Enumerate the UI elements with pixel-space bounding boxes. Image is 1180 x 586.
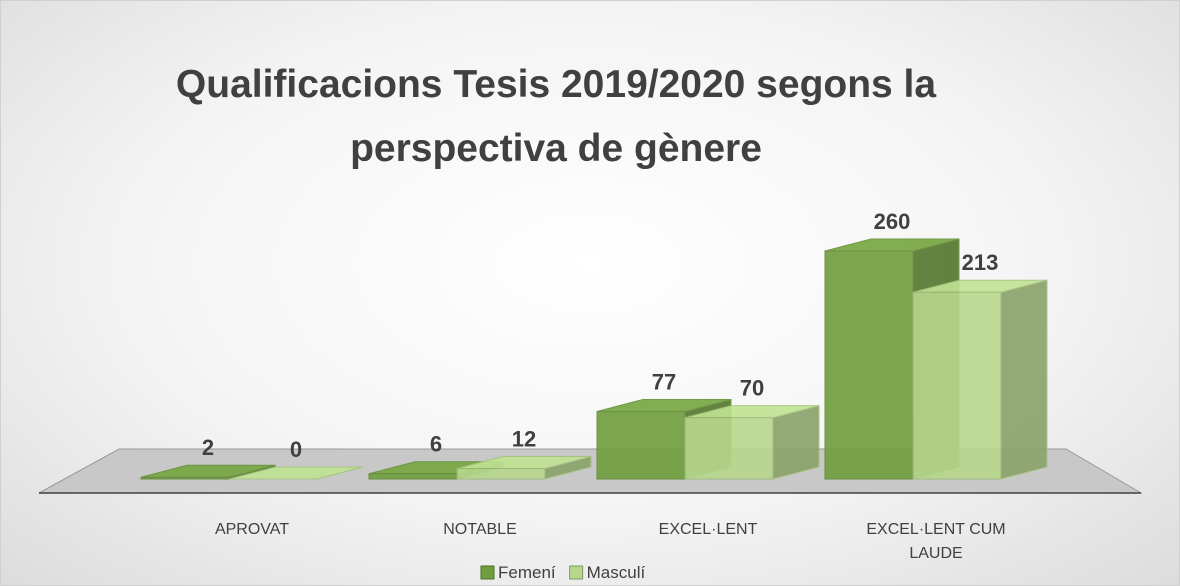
data-label: 260 [874, 209, 911, 234]
x-tick-label: NOTABLE [443, 521, 517, 538]
data-label: 213 [962, 250, 999, 275]
bar [912, 279, 1048, 480]
bar-front [912, 291, 1002, 480]
legend-label: Masculí [587, 563, 646, 582]
legend-swatch [480, 565, 495, 580]
x-tick-label: EXCEL·LENT [658, 521, 758, 538]
data-label: 70 [740, 376, 764, 401]
legend-swatch [569, 565, 584, 580]
data-label: 2 [202, 435, 214, 460]
bar-side [1000, 279, 1048, 480]
bar-front [596, 410, 686, 480]
bar-top [228, 466, 364, 480]
data-label: 12 [512, 426, 536, 451]
data-label: 6 [430, 432, 442, 457]
bar [228, 466, 364, 480]
bar-front [368, 473, 458, 480]
bar [456, 455, 592, 480]
x-tick-label: EXCEL·LENT CUM LAUDE [866, 521, 1006, 562]
bar [684, 404, 820, 480]
bar-side [772, 404, 820, 480]
chart-title: Qualificacions Tesis 2019/2020 segons la… [175, 63, 937, 170]
x-tick-label: APROVAT [214, 521, 290, 538]
data-label: 0 [290, 437, 302, 462]
legend-label: Femení [498, 563, 556, 582]
bar-front [140, 476, 230, 480]
bar-front [456, 467, 546, 480]
data-label: 77 [652, 369, 676, 394]
bar-front [824, 250, 914, 480]
bar-front [684, 417, 774, 480]
